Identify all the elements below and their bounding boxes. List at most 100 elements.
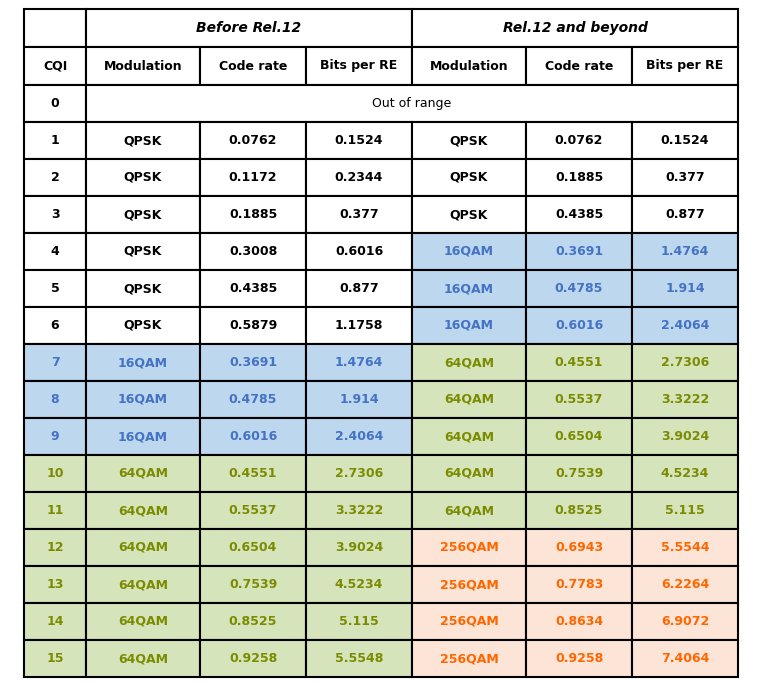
Bar [86,233,200,270]
Bar [86,85,738,122]
Bar [526,640,632,677]
Bar [86,492,200,529]
Text: 64QAM: 64QAM [444,430,494,443]
Bar [200,455,306,492]
Bar [200,270,306,307]
Text: 4.5234: 4.5234 [335,578,383,591]
Bar [24,233,86,270]
Bar [306,159,412,196]
Bar [86,159,200,196]
Text: 64QAM: 64QAM [444,504,494,517]
Text: Code rate: Code rate [545,60,613,73]
Bar [526,233,632,270]
Text: 9: 9 [51,430,59,443]
Bar [412,159,526,196]
Bar [632,418,738,455]
Text: QPSK: QPSK [123,208,162,221]
Bar [412,529,526,566]
Text: 0.9258: 0.9258 [555,652,604,665]
Bar [24,455,86,492]
Text: 256QAM: 256QAM [440,541,498,554]
Bar [632,122,738,159]
Bar [526,455,632,492]
Bar [200,307,306,344]
Bar [24,640,86,677]
Text: 1.914: 1.914 [665,282,705,295]
Bar [24,529,86,566]
Text: 14: 14 [46,615,64,628]
Bar [86,344,200,381]
Bar [24,492,86,529]
Text: Before Rel.12: Before Rel.12 [197,21,302,35]
Bar [86,47,200,85]
Bar [24,196,86,233]
Text: 0.7783: 0.7783 [555,578,604,591]
Text: QPSK: QPSK [450,208,488,221]
Text: CQI: CQI [43,60,67,73]
Bar [86,603,200,640]
Bar [86,640,200,677]
Bar [200,233,306,270]
Text: 256QAM: 256QAM [440,578,498,591]
Bar [412,270,526,307]
Text: QPSK: QPSK [123,245,162,258]
Text: 1: 1 [50,134,59,147]
Bar [526,529,632,566]
Text: 3: 3 [51,208,59,221]
Bar [412,603,526,640]
Bar [306,455,412,492]
Text: 16QAM: 16QAM [444,245,494,258]
Text: QPSK: QPSK [450,134,488,147]
Bar [632,270,738,307]
Text: 0.3691: 0.3691 [555,245,603,258]
Bar [306,270,412,307]
Text: Bits per RE: Bits per RE [646,60,724,73]
Text: 3.3222: 3.3222 [335,504,383,517]
Bar [86,196,200,233]
Text: 64QAM: 64QAM [444,467,494,480]
Text: QPSK: QPSK [450,171,488,184]
Text: 64QAM: 64QAM [444,393,494,406]
Bar [86,270,200,307]
Text: 0.6016: 0.6016 [335,245,383,258]
Text: 3.9024: 3.9024 [335,541,383,554]
Text: 0.377: 0.377 [665,171,705,184]
Text: 64QAM: 64QAM [118,578,168,591]
Text: QPSK: QPSK [123,282,162,295]
Bar [526,566,632,603]
Text: 5.115: 5.115 [339,615,379,628]
Text: 64QAM: 64QAM [118,541,168,554]
Text: 16QAM: 16QAM [444,319,494,332]
Text: Bits per RE: Bits per RE [320,60,398,73]
Bar [24,603,86,640]
Text: 0.6016: 0.6016 [555,319,604,332]
Bar [412,196,526,233]
Bar [86,418,200,455]
Text: 0.5537: 0.5537 [555,393,604,406]
Bar [200,196,306,233]
Bar [526,270,632,307]
Text: 64QAM: 64QAM [118,467,168,480]
Text: 8: 8 [51,393,59,406]
Bar [632,603,738,640]
Bar [412,233,526,270]
Bar [306,492,412,529]
Text: 0.4551: 0.4551 [229,467,277,480]
Bar [632,196,738,233]
Text: 16QAM: 16QAM [118,430,168,443]
Bar [306,233,412,270]
Bar [526,122,632,159]
Bar [632,529,738,566]
Text: 0.6943: 0.6943 [555,541,603,554]
Text: 1.4764: 1.4764 [661,245,709,258]
Text: 0.877: 0.877 [339,282,379,295]
Text: 3.9024: 3.9024 [661,430,709,443]
Text: 5.5548: 5.5548 [335,652,383,665]
Text: 0.8525: 0.8525 [229,615,277,628]
Bar [632,307,738,344]
Text: 16QAM: 16QAM [118,356,168,369]
Text: 0.1524: 0.1524 [335,134,383,147]
Bar [306,122,412,159]
Text: 0.4551: 0.4551 [555,356,604,369]
Text: 2.7306: 2.7306 [335,467,383,480]
